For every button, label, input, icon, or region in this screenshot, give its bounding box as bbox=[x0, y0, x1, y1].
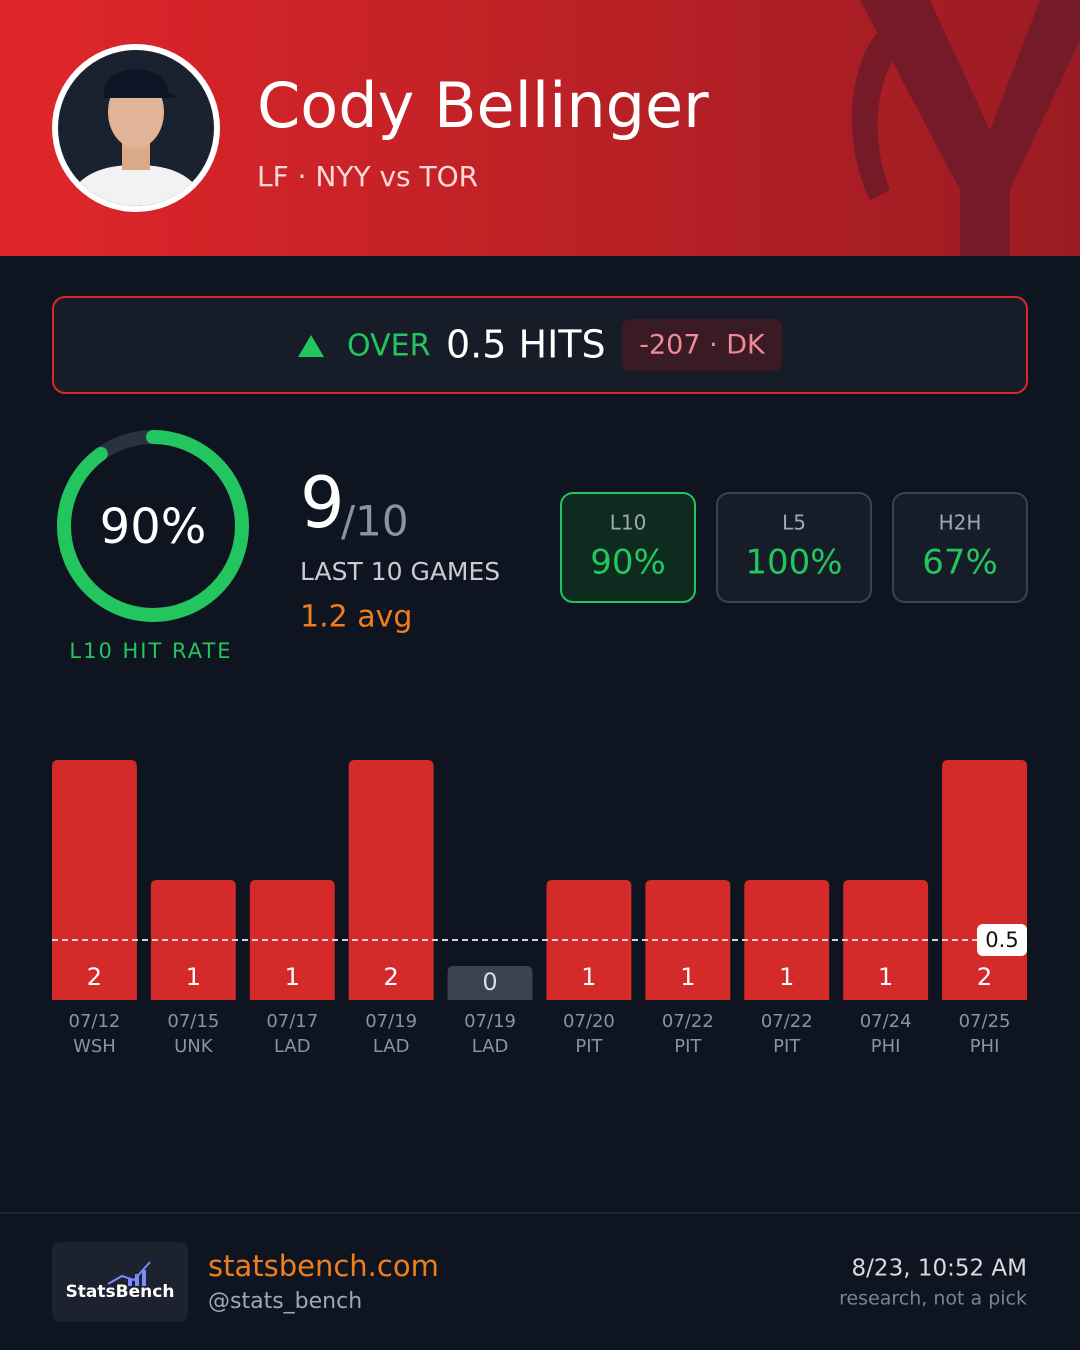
opponent-label: PHI bbox=[970, 1036, 1000, 1057]
prop-direction: OVER bbox=[347, 329, 430, 364]
opponent-label: LAD bbox=[472, 1036, 509, 1057]
x-tick-label: 07/24 bbox=[860, 1011, 912, 1032]
opponent-label: PIT bbox=[773, 1036, 801, 1057]
bar-value: 2 bbox=[977, 963, 992, 991]
threshold-label: 0.5 bbox=[985, 928, 1018, 952]
opponent-label: WSH bbox=[73, 1036, 116, 1057]
x-tick-label: 07/22 bbox=[662, 1011, 714, 1032]
hit-rate-value: 90% bbox=[100, 499, 207, 555]
bar bbox=[447, 966, 533, 1000]
split-value: 100% bbox=[745, 543, 842, 583]
x-tick-label: 07/20 bbox=[563, 1011, 615, 1032]
hit-rate-arc bbox=[57, 430, 249, 622]
player-name: Cody Bellinger bbox=[257, 69, 709, 142]
x-tick-label: 07/22 bbox=[761, 1011, 813, 1032]
opponent-label: UNK bbox=[174, 1036, 214, 1057]
split-value: 90% bbox=[590, 543, 666, 583]
x-tick-label: 07/25 bbox=[959, 1011, 1011, 1032]
bar-value: 1 bbox=[186, 963, 201, 991]
split-box bbox=[560, 492, 696, 603]
handle: @stats_bench bbox=[208, 1289, 362, 1314]
opponent-label: PIT bbox=[674, 1036, 702, 1057]
hit-rate-caption: L10 HIT RATE bbox=[69, 639, 232, 663]
bar-value: 2 bbox=[384, 963, 399, 991]
prop-line: 0.5 HITS bbox=[446, 323, 606, 367]
bar-value: 1 bbox=[680, 963, 695, 991]
bar bbox=[546, 880, 632, 1000]
player-subtitle: LF · NYY vs TOR bbox=[257, 160, 478, 193]
x-tick-label: 07/19 bbox=[464, 1011, 516, 1032]
bar-value: 0 bbox=[482, 968, 497, 996]
opponent-label: LAD bbox=[373, 1036, 410, 1057]
odds-pill bbox=[622, 319, 782, 371]
split-label: H2H bbox=[939, 511, 982, 535]
split-value: 67% bbox=[922, 543, 998, 583]
opponent-label: LAD bbox=[274, 1036, 311, 1057]
bar-value: 1 bbox=[779, 963, 794, 991]
threshold-badge bbox=[977, 924, 1027, 956]
x-tick-label: 07/19 bbox=[365, 1011, 417, 1032]
bar-value: 1 bbox=[878, 963, 893, 991]
x-tick-label: 07/17 bbox=[266, 1011, 318, 1032]
team-logo bbox=[851, 0, 1080, 256]
split-box bbox=[892, 492, 1028, 603]
opponent-label: PIT bbox=[575, 1036, 603, 1057]
bar-value: 1 bbox=[285, 963, 300, 991]
avatar bbox=[58, 50, 214, 206]
split-label: L5 bbox=[782, 511, 806, 535]
prop-odds: -207 · DK bbox=[639, 330, 766, 361]
record-made: 9 bbox=[300, 462, 345, 544]
logo-icon bbox=[107, 1261, 151, 1286]
bar-value: 1 bbox=[581, 963, 596, 991]
record-avg: 1.2 avg bbox=[300, 600, 412, 635]
x-tick-label: 07/12 bbox=[69, 1011, 121, 1032]
opponent-label: PHI bbox=[871, 1036, 901, 1057]
disclaimer: research, not a pick bbox=[839, 1288, 1027, 1310]
logo-box bbox=[52, 1242, 188, 1322]
bar-value: 2 bbox=[87, 963, 102, 991]
record-total: /10 bbox=[341, 497, 409, 546]
x-tick-label: 07/15 bbox=[167, 1011, 219, 1032]
record-caption: LAST 10 GAMES bbox=[300, 557, 500, 586]
logo-text: StatsBench bbox=[66, 1282, 175, 1302]
split-label: L10 bbox=[610, 511, 647, 535]
prop-box bbox=[52, 296, 1028, 394]
site: statsbench.com bbox=[208, 1249, 439, 1283]
split-box bbox=[716, 492, 872, 603]
timestamp: 8/23, 10:52 AM bbox=[852, 1256, 1027, 1282]
over-icon bbox=[298, 335, 324, 357]
